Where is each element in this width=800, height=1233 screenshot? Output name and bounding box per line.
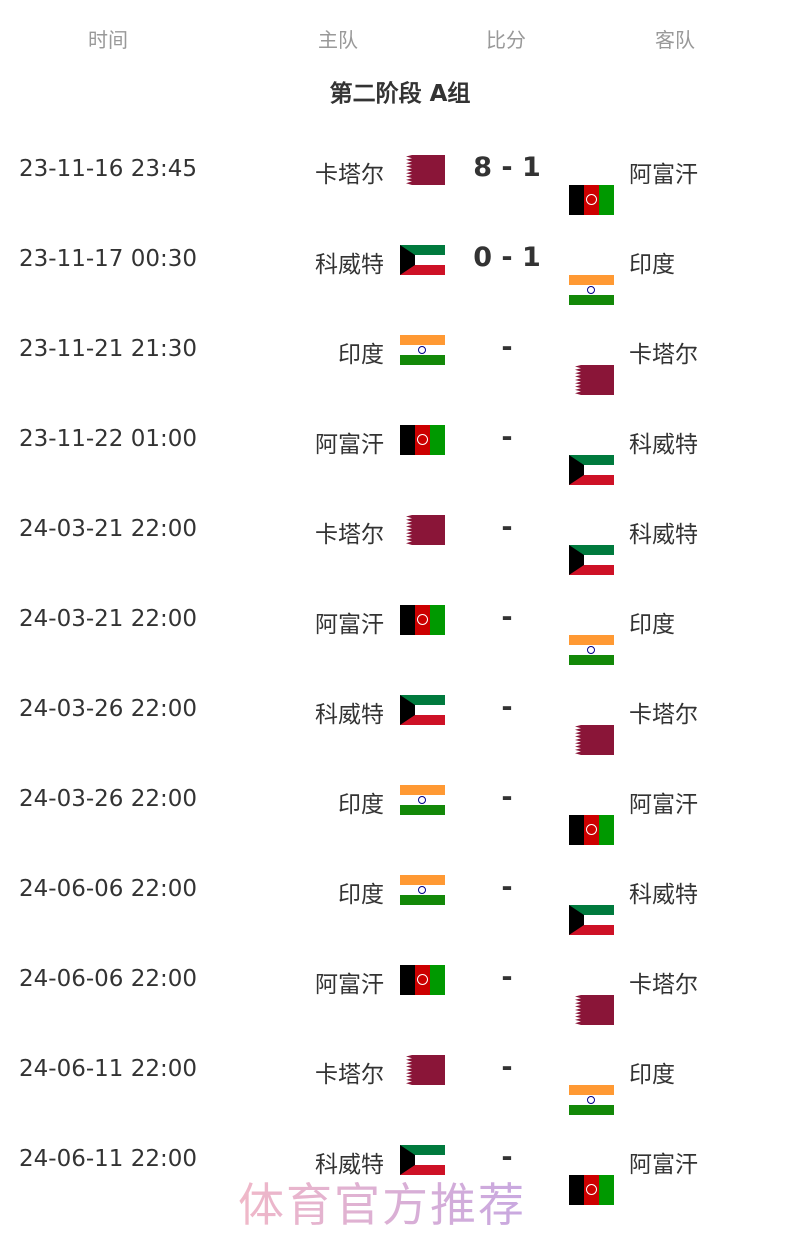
home-team: 印度: [338, 342, 384, 368]
match-time: 24-06-11 22:00: [19, 1146, 197, 1172]
match-row[interactable]: 24-06-06 22:00 印度 - 科威特: [0, 860, 800, 935]
match-row[interactable]: 24-03-26 22:00 科威特 - 卡塔尔: [0, 680, 800, 755]
home-flag-icon: [400, 695, 445, 725]
match-score: 0 - 1: [473, 242, 541, 273]
match-score: -: [501, 1052, 513, 1083]
away-team: 印度: [629, 612, 675, 638]
home-flag-icon: [400, 1055, 445, 1085]
away-flag-icon: [569, 635, 614, 665]
away-flag-icon: [569, 545, 614, 575]
match-time: 24-06-06 22:00: [19, 876, 197, 902]
match-row[interactable]: 24-06-06 22:00 阿富汗 - 卡塔尔: [0, 950, 800, 1025]
home-team: 阿富汗: [315, 432, 384, 458]
away-flag-icon: [569, 185, 614, 215]
match-row[interactable]: 24-03-26 22:00 印度 - 阿富汗: [0, 770, 800, 845]
match-score: -: [501, 512, 513, 543]
away-flag-icon: [569, 815, 614, 845]
away-flag-icon: [569, 365, 614, 395]
match-row[interactable]: 23-11-17 00:30 科威特 0 - 1 印度: [0, 230, 800, 305]
home-flag-icon: [400, 785, 445, 815]
home-flag-icon: [400, 425, 445, 455]
header-score: 比分: [486, 28, 526, 52]
match-row[interactable]: 24-06-11 22:00 科威特 - 阿富汗: [0, 1130, 800, 1205]
home-flag-icon: [400, 1145, 445, 1175]
away-team: 科威特: [629, 882, 698, 908]
match-time: 24-06-11 22:00: [19, 1056, 197, 1082]
match-score: -: [501, 1142, 513, 1173]
match-score: -: [501, 332, 513, 363]
home-team: 卡塔尔: [315, 1062, 384, 1088]
match-time: 24-03-21 22:00: [19, 606, 197, 632]
match-score: 8 - 1: [473, 152, 541, 183]
home-team: 科威特: [315, 702, 384, 728]
home-team: 科威特: [315, 252, 384, 278]
home-team: 阿富汗: [315, 612, 384, 638]
header-home: 主队: [318, 28, 358, 52]
home-team: 卡塔尔: [315, 162, 384, 188]
home-flag-icon: [400, 605, 445, 635]
home-team: 卡塔尔: [315, 522, 384, 548]
match-score: -: [501, 422, 513, 453]
home-flag-icon: [400, 515, 445, 545]
match-row[interactable]: 23-11-21 21:30 印度 - 卡塔尔: [0, 320, 800, 395]
away-team: 卡塔尔: [629, 702, 698, 728]
home-team: 阿富汗: [315, 972, 384, 998]
away-team: 科威特: [629, 432, 698, 458]
match-time: 23-11-22 01:00: [19, 426, 197, 452]
match-row[interactable]: 24-03-21 22:00 卡塔尔 - 科威特: [0, 500, 800, 575]
match-score: -: [501, 872, 513, 903]
away-team: 卡塔尔: [629, 972, 698, 998]
match-time: 23-11-21 21:30: [19, 336, 197, 362]
match-time: 24-03-21 22:00: [19, 516, 197, 542]
match-score: -: [501, 782, 513, 813]
home-flag-icon: [400, 245, 445, 275]
match-row[interactable]: 23-11-16 23:45 卡塔尔 8 - 1 阿富汗: [0, 140, 800, 215]
away-team: 印度: [629, 252, 675, 278]
match-row[interactable]: 24-03-21 22:00 阿富汗 - 印度: [0, 590, 800, 665]
away-team: 阿富汗: [629, 1152, 698, 1178]
home-team: 印度: [338, 882, 384, 908]
match-score: -: [501, 602, 513, 633]
match-time: 23-11-17 00:30: [19, 246, 197, 272]
away-flag-icon: [569, 1085, 614, 1115]
home-flag-icon: [400, 875, 445, 905]
match-row[interactable]: 24-06-11 22:00 卡塔尔 - 印度: [0, 1040, 800, 1115]
home-team: 科威特: [315, 1152, 384, 1178]
match-time: 24-03-26 22:00: [19, 786, 197, 812]
header-away: 客队: [655, 28, 695, 52]
home-flag-icon: [400, 335, 445, 365]
match-time: 24-03-26 22:00: [19, 696, 197, 722]
group-title: 第二阶段 A组: [329, 81, 471, 107]
header-time: 时间: [88, 28, 128, 52]
home-flag-icon: [400, 965, 445, 995]
away-flag-icon: [569, 275, 614, 305]
away-team: 印度: [629, 1062, 675, 1088]
match-row[interactable]: 23-11-22 01:00 阿富汗 - 科威特: [0, 410, 800, 485]
home-team: 印度: [338, 792, 384, 818]
away-team: 卡塔尔: [629, 342, 698, 368]
match-score: -: [501, 692, 513, 723]
away-team: 科威特: [629, 522, 698, 548]
away-flag-icon: [569, 725, 614, 755]
match-time: 24-06-06 22:00: [19, 966, 197, 992]
away-flag-icon: [569, 1175, 614, 1205]
away-team: 阿富汗: [629, 162, 698, 188]
home-flag-icon: [400, 155, 445, 185]
away-team: 阿富汗: [629, 792, 698, 818]
away-flag-icon: [569, 455, 614, 485]
away-flag-icon: [569, 905, 614, 935]
match-time: 23-11-16 23:45: [19, 156, 197, 182]
match-score: -: [501, 962, 513, 993]
away-flag-icon: [569, 995, 614, 1025]
